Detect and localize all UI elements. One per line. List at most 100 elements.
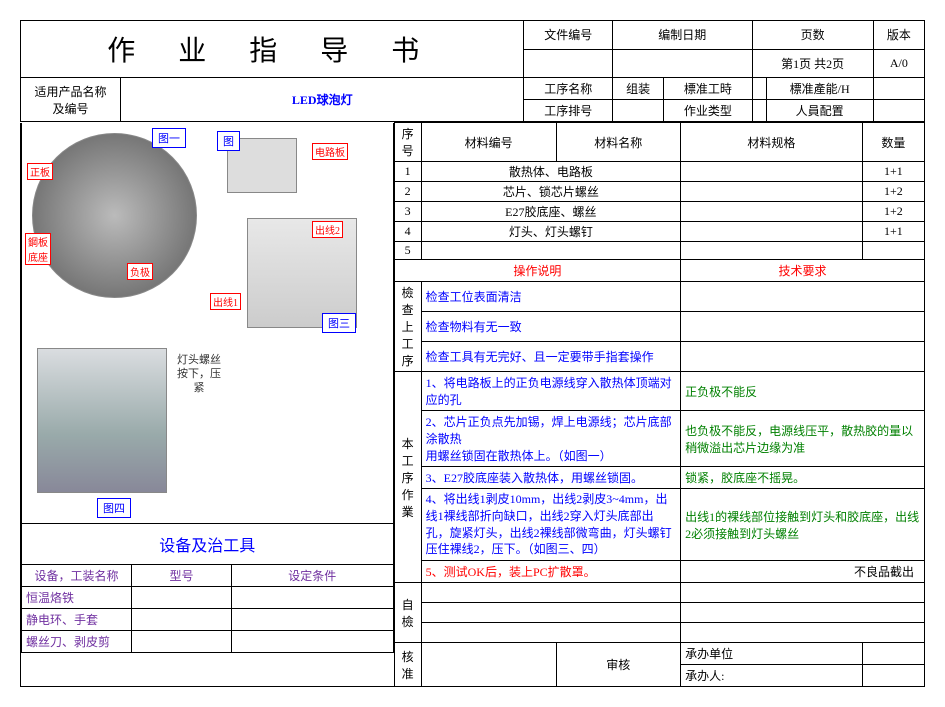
equip-cell (232, 608, 394, 630)
equip-row: 螺丝刀、剥皮剪 (22, 630, 132, 652)
table-row: 1 (394, 162, 421, 182)
equip-title: 设备及治工具 (22, 523, 394, 564)
op-row: 2、芯片正负点先加锡，焊上电源线；芯片底部涂散热用螺丝锁固在散热体上。（如图一） (421, 411, 680, 467)
equip-cell (232, 586, 394, 608)
capacity-value (873, 78, 924, 100)
equip-cell (132, 630, 232, 652)
selfcheck-label: 自檢 (394, 583, 421, 643)
date-value (612, 49, 752, 78)
anno-lock: 鋼板 底座 (25, 233, 51, 265)
mat-spec (681, 162, 863, 182)
req-row: 锁紧，胶底座不摇晃。 (681, 467, 925, 489)
staff-value (873, 100, 924, 122)
equip-name-h: 设备，工装名称 (22, 564, 132, 586)
mat-spec (681, 242, 863, 260)
ver-label: 版本 (873, 21, 924, 50)
capacity-label: 標准產能/H (766, 78, 873, 100)
page-value: 第1页 共2页 (752, 49, 873, 78)
ver-value: A/0 (873, 49, 924, 78)
proc-seq-value (612, 100, 663, 122)
product-label: 适用产品名称及编号 (21, 78, 121, 122)
review-label: 审核 (556, 643, 681, 687)
mat-spec-h: 材料规格 (681, 123, 863, 162)
mat-qty: 1+2 (862, 202, 924, 222)
equip-cell (132, 608, 232, 630)
op-row: 4、将出线1剥皮10mm，出线2剥皮3~4mm，出线1裸线部折向缺口，出线2穿入… (421, 489, 680, 561)
img-tag-1: 图一 (152, 128, 186, 148)
mat-qty: 1+2 (862, 182, 924, 202)
op-row: 5、测试OK后，装上PC扩散罩。 (421, 561, 680, 583)
photo-4 (37, 348, 167, 493)
dept-value (862, 643, 924, 665)
std-time-value (752, 78, 766, 100)
img-tag-2: 图 (217, 131, 240, 151)
work-type-label: 作业类型 (664, 100, 752, 122)
mat-qty: 1+1 (862, 162, 924, 182)
equip-cond-h: 设定条件 (232, 564, 394, 586)
anno-pos: 正板 (27, 163, 53, 180)
proc-seq-label: 工序排号 (524, 100, 612, 122)
mat-seq-h: 序号 (394, 123, 421, 162)
pre-row: 检查工位表面清洁 (421, 282, 680, 312)
req-row: 也负极不能反，电源线压平，散热胶的量以稍微溢出芯片边缘为准 (681, 411, 925, 467)
equip-cell (132, 586, 232, 608)
self-row (421, 603, 680, 623)
op-row: 3、E27胶底座装入散热体，用螺丝锁固。 (421, 467, 680, 489)
approve-label: 核准 (394, 643, 421, 687)
anno-screw: 灯头螺丝 按下，压 紧 (177, 353, 221, 396)
anno-out1: 出线1 (210, 293, 241, 310)
mainops-label: 本工序作業 (394, 372, 421, 583)
pre-row: 检查物料有无一致 (421, 312, 680, 342)
ops-heading: 操作说明 (394, 260, 680, 282)
equip-row: 静电环、手套 (22, 608, 132, 630)
photo-1 (32, 133, 197, 298)
self-req (681, 583, 925, 603)
anno-pcb: 电路板 (312, 143, 348, 160)
img-tag-3: 图三 (322, 313, 356, 333)
std-time-label: 標准工時 (664, 78, 752, 100)
req-row: 出线1的裸线部位接触到灯头和胶底座，出线2必须接触到灯头螺丝 (681, 489, 925, 561)
mat-spec (681, 182, 863, 202)
anno-out2: 出线2 (312, 221, 343, 238)
doc-title: 作 业 指 导 书 (21, 21, 524, 78)
table-row: 2 (394, 182, 421, 202)
proc-name-label: 工序名称 (524, 78, 612, 100)
date-label: 编制日期 (612, 21, 752, 50)
table-row: 3 (394, 202, 421, 222)
equip-model-h: 型号 (132, 564, 232, 586)
img-tag-4: 图四 (97, 498, 131, 518)
mat-name: 灯头、灯头螺钉 (421, 222, 680, 242)
equip-cell (232, 630, 394, 652)
self-row (421, 583, 680, 603)
pre-req (681, 282, 925, 312)
mat-name: 散热体、电路板 (421, 162, 680, 182)
pre-row: 检查工具有无完好、且一定要带手指套操作 (421, 342, 680, 372)
pre-req (681, 342, 925, 372)
self-row (421, 623, 680, 643)
staff-label: 人員配置 (766, 100, 873, 122)
self-req (681, 623, 925, 643)
anno-neg: 负极 (127, 263, 153, 280)
mat-qty: 1+1 (862, 222, 924, 242)
op-row: 1、将电路板上的正负电源线穿入散热体顶端对应的孔 (421, 372, 680, 411)
work-type-value (752, 100, 766, 122)
docno-label: 文件编号 (524, 21, 612, 50)
pre-req (681, 312, 925, 342)
req-row: 不良品截出 (681, 561, 925, 583)
mat-spec (681, 222, 863, 242)
mat-qty (862, 242, 924, 260)
table-row: 5 (394, 242, 421, 260)
page-label: 页数 (752, 21, 873, 50)
docno-value (524, 49, 612, 78)
mat-name (421, 242, 680, 260)
mat-qty-h: 数量 (862, 123, 924, 162)
precheck-label: 檢查上工序 (394, 282, 421, 372)
dept-label: 承办单位 (681, 643, 863, 665)
self-req (681, 603, 925, 623)
req-heading: 技术要求 (681, 260, 925, 282)
product-value: LED球泡灯 (121, 78, 524, 122)
proc-name-value: 组装 (612, 78, 663, 100)
image-area: 图一 正板 鋼板 底座 负极 图 电路板 出线2 出线1 图三 灯头螺丝 按下，… (21, 123, 394, 523)
req-row: 正负极不能反 (681, 372, 925, 411)
mat-name: 芯片、锁芯片螺丝 (421, 182, 680, 202)
